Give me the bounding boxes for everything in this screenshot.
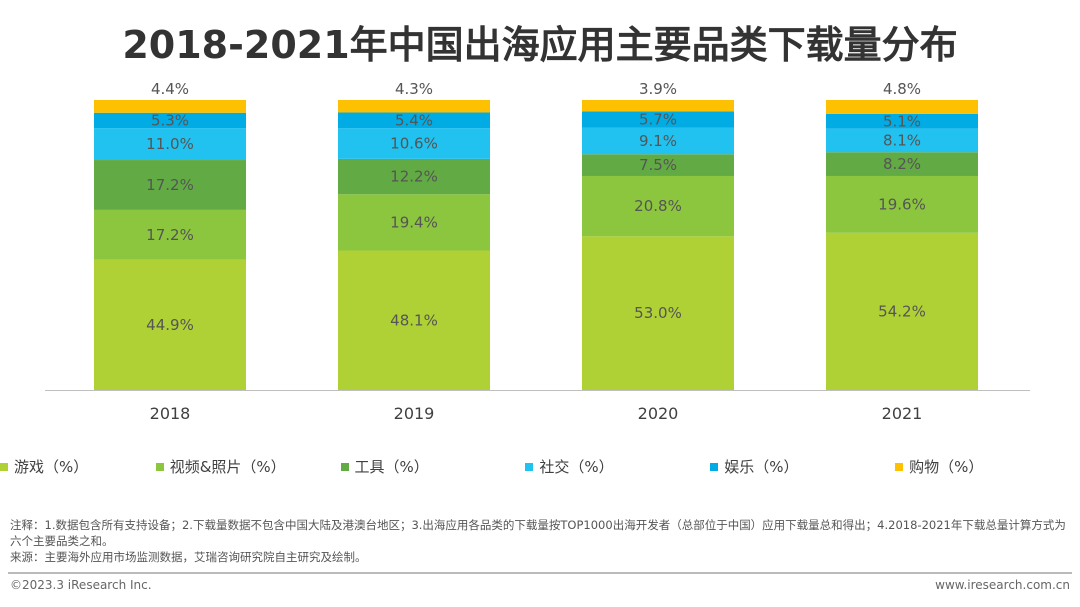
bar-segment bbox=[582, 175, 734, 237]
footnotes: 注释：1.数据包含所有支持设备；2.下载量数据不包含中国大陆及港澳台地区；3.出… bbox=[10, 517, 1070, 565]
legend-item: 娱乐（%） bbox=[710, 456, 895, 477]
bar-segment bbox=[94, 160, 246, 210]
bar-segment bbox=[826, 152, 978, 176]
data-label: 5.1% bbox=[883, 112, 921, 130]
legend-swatch bbox=[895, 462, 904, 471]
bar-segment bbox=[338, 158, 490, 195]
data-label: 5.4% bbox=[395, 111, 433, 129]
stacked-bar-chart: 44.9% 17.2% 17.2% 11.0% 5.3% 4.4% 2018 48.1% 19.… bbox=[45, 80, 1030, 423]
data-label: 11.0% bbox=[146, 135, 194, 153]
bar-segment bbox=[582, 100, 734, 112]
legend-label: 游戏（%） bbox=[14, 458, 89, 476]
x-tick-label: 2018 bbox=[150, 404, 191, 423]
data-label: 12.2% bbox=[390, 168, 438, 186]
copyright: ©2023.3 iResearch Inc. bbox=[10, 578, 152, 592]
bar-segment bbox=[94, 128, 246, 161]
legend-label: 工具（%） bbox=[354, 458, 429, 476]
bar-segment bbox=[582, 127, 734, 155]
legend-swatch bbox=[340, 462, 349, 471]
x-tick-label: 2019 bbox=[394, 404, 435, 423]
legend-swatch bbox=[525, 462, 534, 471]
data-label: 19.6% bbox=[878, 195, 926, 213]
bar-segment bbox=[826, 100, 978, 114]
data-label: 10.6% bbox=[390, 135, 438, 153]
footer-divider bbox=[8, 572, 1072, 574]
data-label: 9.1% bbox=[639, 132, 677, 150]
x-tick-label: 2020 bbox=[638, 404, 679, 423]
bar-segment bbox=[94, 259, 246, 390]
data-label: 4.3% bbox=[395, 80, 433, 98]
data-label: 8.2% bbox=[883, 155, 921, 173]
data-label: 44.9% bbox=[146, 316, 194, 334]
data-label: 20.8% bbox=[634, 197, 682, 215]
legend-swatch bbox=[710, 462, 719, 471]
data-label: 8.1% bbox=[883, 131, 921, 149]
legend-item: 购物（%） bbox=[895, 456, 1080, 477]
data-label: 53.0% bbox=[634, 304, 682, 322]
data-label: 4.4% bbox=[151, 80, 189, 98]
source-text: 来源：主要海外应用市场监测数据，艾瑞咨询研究院自主研究及绘制。 bbox=[10, 550, 367, 564]
bar-segment bbox=[826, 128, 978, 153]
note-text: 注释：1.数据包含所有支持设备；2.下载量数据不包含中国大陆及港澳台地区；3.出… bbox=[10, 518, 1066, 548]
bar-segment bbox=[582, 236, 734, 390]
legend-item: 社交（%） bbox=[525, 456, 710, 477]
data-label: 48.1% bbox=[390, 311, 438, 329]
legend-label: 娱乐（%） bbox=[724, 458, 799, 476]
bar-segment bbox=[94, 100, 246, 113]
data-label: 19.4% bbox=[390, 213, 438, 231]
bar-segment bbox=[338, 100, 490, 113]
legend-swatch bbox=[0, 462, 9, 471]
data-label: 17.2% bbox=[146, 226, 194, 244]
bar-segment bbox=[338, 250, 490, 390]
legend-label: 视频&照片（%） bbox=[169, 458, 286, 476]
bar-segment bbox=[582, 111, 734, 128]
legend: 游戏（%） 视频&照片（%） 工具（%） 社交（%） 娱乐（%） 购物（%） bbox=[0, 456, 1080, 477]
bar-segment bbox=[826, 232, 978, 390]
data-label: 7.5% bbox=[639, 156, 677, 174]
chart-title: 2018-2021年中国出海应用主要品类下载量分布 bbox=[122, 23, 958, 67]
legend-item: 工具（%） bbox=[340, 456, 526, 477]
data-label: 4.8% bbox=[883, 80, 921, 98]
data-label: 3.9% bbox=[639, 80, 677, 98]
data-label: 5.3% bbox=[151, 111, 189, 129]
data-label: 54.2% bbox=[878, 302, 926, 320]
x-tick-label: 2021 bbox=[882, 404, 923, 423]
website-link: www.iresearch.com.cn bbox=[935, 578, 1070, 592]
bar-segment bbox=[826, 175, 978, 233]
legend-swatch bbox=[155, 462, 164, 471]
data-label: 17.2% bbox=[146, 176, 194, 194]
legend-item: 视频&照片（%） bbox=[155, 456, 341, 477]
legend-label: 社交（%） bbox=[539, 458, 614, 476]
bar-segment bbox=[582, 154, 734, 176]
bar-segment bbox=[338, 194, 490, 251]
legend-item: 游戏（%） bbox=[0, 456, 156, 477]
data-label: 5.7% bbox=[639, 111, 677, 129]
bar-segment bbox=[338, 128, 490, 159]
bar-segment bbox=[94, 112, 246, 129]
bar-segment bbox=[338, 112, 490, 129]
bar-segment bbox=[826, 113, 978, 129]
legend-label: 购物（%） bbox=[909, 458, 984, 476]
bar-segment bbox=[94, 209, 246, 260]
